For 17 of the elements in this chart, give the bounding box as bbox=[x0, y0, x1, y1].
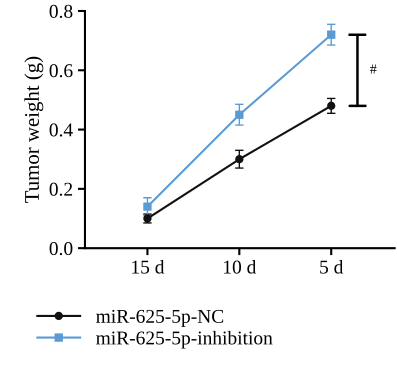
point bbox=[143, 202, 152, 211]
point bbox=[235, 155, 244, 164]
y-tick-label: 0.4 bbox=[50, 123, 73, 137]
annotation: # bbox=[370, 64, 377, 74]
point bbox=[235, 110, 244, 119]
legend-label: miR-625-5p-NC bbox=[96, 310, 224, 327]
legend-label: miR-625-5p-inhibition bbox=[96, 330, 273, 348]
point bbox=[327, 102, 336, 110]
y-axis-title: Tumor weight (g) bbox=[24, 56, 44, 203]
x-tick-label: 15 d bbox=[132, 260, 164, 274]
y-tick-label: 0.8 bbox=[50, 4, 72, 18]
point bbox=[327, 30, 336, 39]
y-tick-label: 0.6 bbox=[50, 64, 73, 78]
x-tick-label: 5 d bbox=[320, 260, 344, 274]
x-tick-label: 10 d bbox=[224, 260, 256, 274]
y-tick-label: 0.2 bbox=[50, 182, 72, 196]
y-tick-label: 0.0 bbox=[50, 242, 72, 256]
